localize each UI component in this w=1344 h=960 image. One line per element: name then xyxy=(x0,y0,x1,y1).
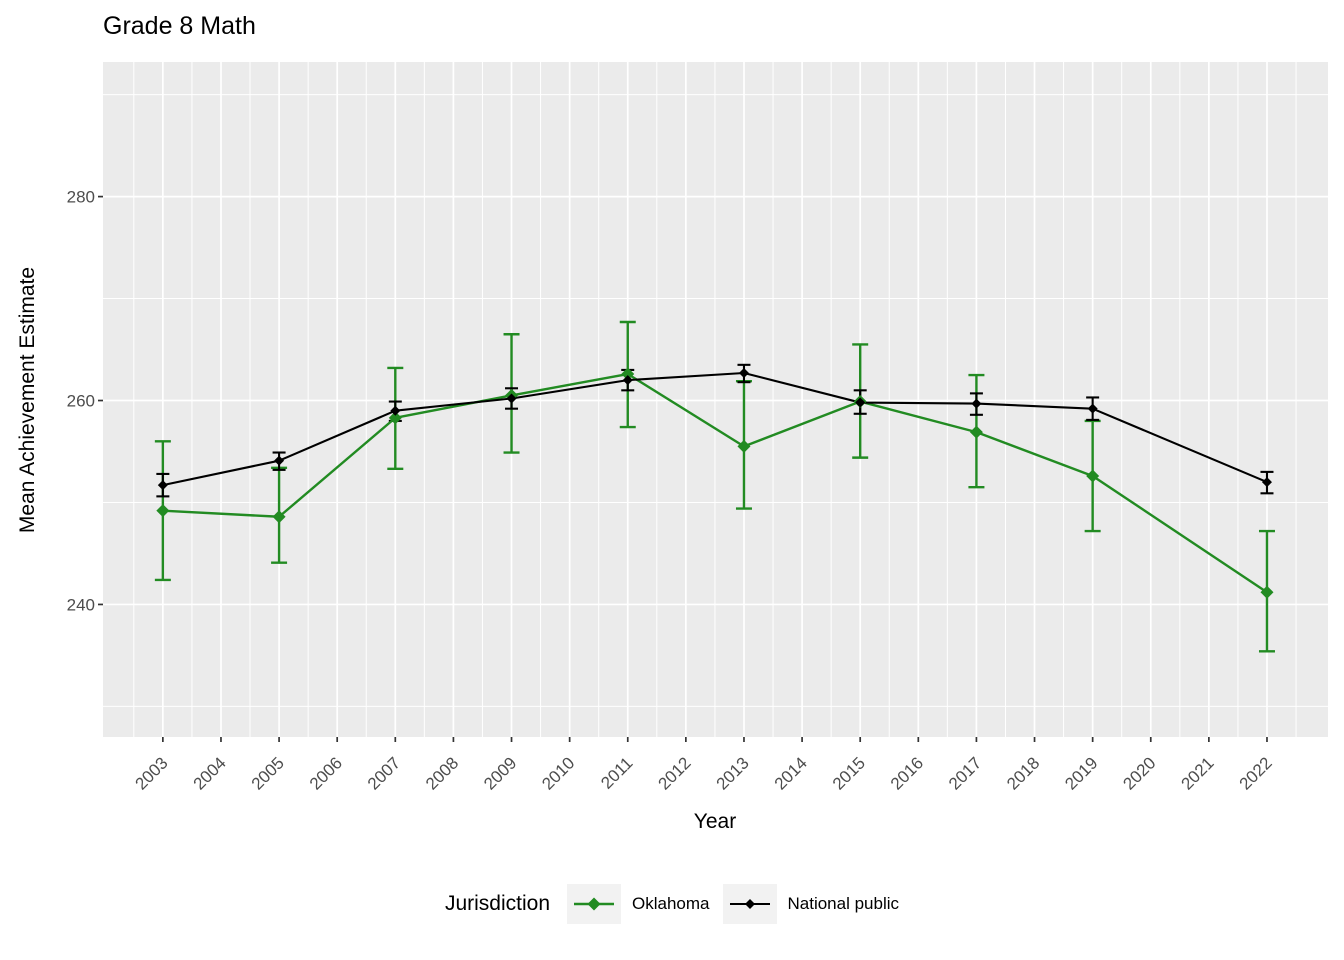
svg-text:2016: 2016 xyxy=(887,753,927,793)
minor-gridlines xyxy=(103,62,1328,737)
panel-background xyxy=(103,62,1328,737)
legend-item-oklahoma: Oklahoma xyxy=(567,884,710,924)
axis-ticks xyxy=(98,195,1268,742)
svg-text:2019: 2019 xyxy=(1061,753,1101,793)
svg-text:2005: 2005 xyxy=(248,753,288,793)
svg-text:2017: 2017 xyxy=(945,753,985,793)
major-gridlines xyxy=(103,62,1328,737)
oklahoma-key-icon xyxy=(567,884,622,924)
legend-title: Jurisdiction xyxy=(444,892,551,915)
svg-text:2004: 2004 xyxy=(190,753,230,793)
svg-text:2013: 2013 xyxy=(713,753,753,793)
svg-text:280: 280 xyxy=(67,188,95,207)
svg-text:2003: 2003 xyxy=(132,753,172,793)
svg-text:2010: 2010 xyxy=(538,753,578,793)
chart-title: Grade 8 Math xyxy=(103,12,256,40)
svg-text:240: 240 xyxy=(67,595,95,614)
svg-text:2006: 2006 xyxy=(306,753,346,793)
legend-label-national-public: National public xyxy=(787,894,900,913)
svg-text:2007: 2007 xyxy=(364,753,404,793)
x-tick-labels: 2003 2004 2005 2006 2007 2008 2009 2010 2011 2012… xyxy=(132,753,1276,793)
svg-text:2018: 2018 xyxy=(1003,753,1043,793)
svg-text:2020: 2020 xyxy=(1119,753,1159,793)
legend-label-oklahoma: Oklahoma xyxy=(632,894,710,913)
svg-text:2009: 2009 xyxy=(480,753,520,793)
national-public-key-icon xyxy=(722,884,777,924)
svg-text:260: 260 xyxy=(67,392,95,411)
svg-text:2012: 2012 xyxy=(655,753,695,793)
legend: Jurisdiction Oklahoma National public xyxy=(0,884,1344,924)
svg-text:2022: 2022 xyxy=(1236,753,1276,793)
x-axis-title: Year xyxy=(693,810,737,833)
series-lines xyxy=(162,371,1268,594)
svg-text:2015: 2015 xyxy=(829,753,869,793)
svg-text:2014: 2014 xyxy=(771,753,811,793)
svg-text:2008: 2008 xyxy=(422,753,462,793)
series-points xyxy=(156,367,1274,599)
y-tick-labels: 240 260 280 xyxy=(67,188,95,615)
svg-text:2011: 2011 xyxy=(597,753,636,792)
legend-item-national-public: National public xyxy=(722,884,900,924)
svg-text:2021: 2021 xyxy=(1178,753,1218,793)
